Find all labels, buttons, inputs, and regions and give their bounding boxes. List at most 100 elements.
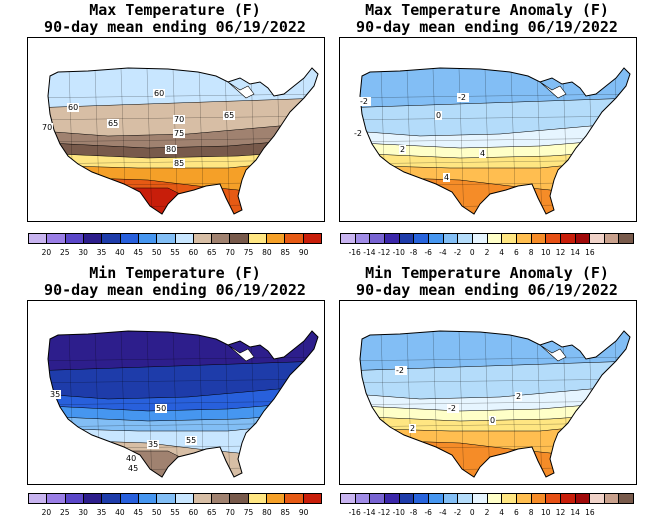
contour-label: 85	[174, 159, 184, 168]
color-swatch	[355, 494, 371, 503]
color-swatch	[428, 494, 444, 503]
great-lakes	[539, 81, 567, 99]
contour-band	[48, 440, 318, 477]
panel-title-line2: 90-day mean ending 06/19/2022	[44, 18, 306, 36]
color-swatch	[212, 494, 231, 503]
color-swatch	[414, 494, 429, 503]
state-border	[48, 203, 318, 209]
scale-tick-label: 10	[541, 248, 551, 257]
map-max-temperature: 60 60 70 65 70 75 65 80 85	[27, 37, 325, 222]
panel-title-line1: Max Temperature Anomaly (F)	[365, 1, 609, 19]
scale-tick-label: 40	[115, 248, 125, 257]
contour-label-bg	[185, 436, 197, 445]
contour-band	[360, 440, 630, 477]
scale-tick-label: 8	[528, 508, 534, 517]
color-swatch	[267, 234, 286, 243]
scale-tick-label: 0	[469, 248, 475, 257]
color-swatch	[428, 234, 444, 243]
scale-tick-label: 50	[151, 248, 162, 257]
color-swatch	[487, 494, 503, 503]
color-swatch	[230, 494, 249, 503]
contour-label-bg	[515, 392, 522, 401]
panel-max-temperature-anomaly: Max Temperature Anomaly (F) 90-day mean …	[332, 0, 642, 262]
color-swatch	[604, 234, 620, 243]
scale-tick-label: 6	[514, 508, 519, 517]
great-lakes	[539, 344, 567, 362]
color-swatch	[619, 494, 634, 503]
scale-tick-label: -10	[392, 508, 405, 517]
scale-tick-label: 65	[206, 248, 217, 257]
scale-tick-label: -12	[377, 508, 391, 517]
scale-tick-label: 25	[59, 248, 70, 257]
map-canvas: -2 -2 -2 2 4 4 0	[353, 67, 631, 215]
color-swatch	[590, 494, 605, 503]
color-swatch	[341, 494, 356, 503]
map-min-temperature: 35 50 35 40 45 55	[27, 300, 325, 485]
contour-label: 65	[224, 111, 234, 120]
color-swatch	[575, 234, 591, 243]
color-swatch	[458, 234, 473, 243]
contour-label-bg	[155, 404, 167, 413]
scale-tick-label: 60	[188, 508, 199, 517]
color-swatch	[458, 494, 473, 503]
scale-tick-label: -8	[409, 248, 418, 257]
contour-label: 40	[126, 454, 136, 463]
color-swatch	[102, 494, 121, 503]
contour-label: 55	[186, 436, 196, 445]
color-swatch	[29, 234, 48, 243]
color-scale-bar	[28, 233, 322, 244]
contour-label: 4	[444, 173, 449, 182]
great-lakes	[227, 81, 255, 99]
panel-title-line1: Max Temperature (F)	[89, 1, 261, 19]
contour-label: 80	[166, 145, 176, 154]
color-scale-ticks: 20 25 30 35 40 45 50 55 60 65 70 75 80 85 90	[28, 248, 322, 258]
contour-label-bg	[399, 145, 406, 154]
color-swatch	[575, 494, 591, 503]
color-scale-ticks: -16 -14 -12 -10 -8 -6 -4 -2 0 2 4 6 8 10 12 14 16	[340, 508, 634, 518]
scale-tick-label: 75	[243, 248, 254, 257]
scale-tick-label: 6	[514, 248, 519, 257]
color-swatch	[487, 234, 503, 243]
color-swatch	[212, 234, 231, 243]
scale-tick-label: 20	[41, 508, 52, 517]
contour-label-bg	[409, 424, 416, 433]
contour-label: 75	[174, 129, 184, 138]
color-scale-bar	[340, 233, 634, 244]
color-swatch	[47, 234, 66, 243]
panel-min-temperature: Min Temperature (F) 90-day mean ending 0…	[20, 263, 330, 525]
scale-tick-label: 2	[484, 248, 490, 257]
contour-label-bg	[173, 129, 185, 138]
us-outline	[47, 67, 319, 215]
contour-label-bg	[67, 103, 79, 112]
scale-tick-label: -16	[348, 248, 361, 257]
color-swatch	[619, 234, 634, 243]
state-border	[48, 466, 318, 472]
contour-label: 60	[154, 89, 164, 98]
scale-tick-label: 16	[585, 508, 595, 517]
scale-tick-label: 2	[484, 508, 490, 517]
scale-tick-label: 35	[96, 248, 107, 257]
scale-tick-label: 85	[280, 248, 291, 257]
color-swatch	[138, 494, 158, 503]
color-swatch	[443, 494, 459, 503]
contour-label-bg	[125, 454, 137, 463]
scale-tick-label: 45	[133, 248, 144, 257]
scale-tick-label: -12	[377, 248, 391, 257]
panel-title-line1: Min Temperature (F)	[89, 264, 261, 282]
contour-label: 70	[42, 123, 52, 132]
state-border	[613, 68, 621, 214]
state-border	[301, 331, 309, 477]
contour-label-bg	[435, 111, 442, 120]
scale-tick-label: -14	[363, 248, 376, 257]
scale-tick-label: 0	[469, 508, 475, 517]
color-swatch	[531, 494, 547, 503]
contour-label-bg	[147, 440, 159, 449]
scale-tick-label: -6	[424, 248, 432, 257]
scale-tick-label: 85	[280, 508, 291, 517]
scale-tick-label: 80	[262, 248, 272, 257]
panel-title-line1: Min Temperature Anomaly (F)	[365, 264, 609, 282]
us-outline	[47, 330, 319, 478]
great-lakes	[227, 344, 255, 362]
map-max-temperature-anomaly: -2 -2 -2 2 4 4 0	[339, 37, 637, 222]
